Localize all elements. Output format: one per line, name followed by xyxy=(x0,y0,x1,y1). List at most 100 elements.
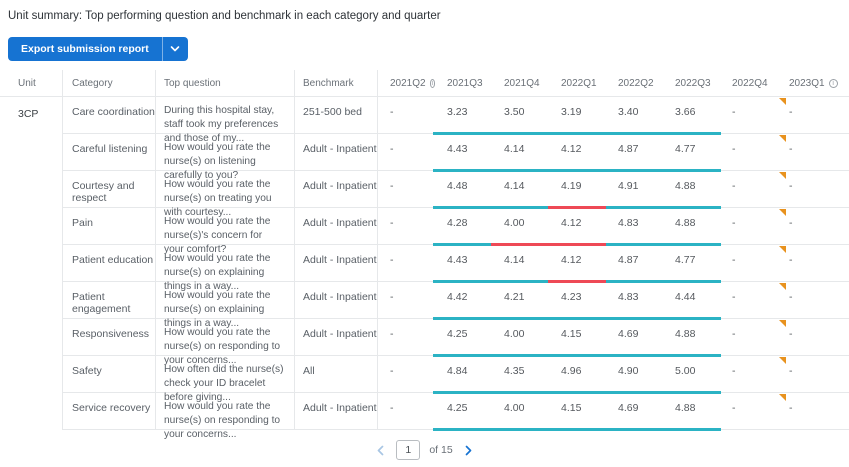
score-cell: 4.69 xyxy=(618,402,639,414)
trend-bar-segment xyxy=(433,280,491,283)
score-cell: 4.77 xyxy=(675,143,696,155)
unit-cell xyxy=(0,245,63,282)
score-cell: - xyxy=(789,143,793,155)
score-cell: - xyxy=(732,180,736,192)
trend-bar-segment xyxy=(605,206,664,209)
score-cell: - xyxy=(732,291,736,303)
trend-bar xyxy=(433,206,721,209)
change-flag-icon xyxy=(779,357,786,364)
score-cell: 3.66 xyxy=(675,106,696,118)
trend-bar-segment xyxy=(490,169,549,172)
trend-bar-segment xyxy=(605,354,664,357)
trend-bar-segment xyxy=(548,354,606,357)
page-number-input[interactable]: 1 xyxy=(396,440,421,460)
score-cell: 4.44 xyxy=(675,291,696,303)
score-cell: - xyxy=(732,217,736,229)
next-page-button[interactable] xyxy=(462,443,475,458)
top-question-cell: How would you rate the nurse(s) on respo… xyxy=(156,319,295,366)
trend-bar-segment-below xyxy=(548,243,606,246)
score-cell: - xyxy=(390,402,394,414)
category-cell: Careful listening xyxy=(63,134,156,170)
score-cell: 4.42 xyxy=(447,291,468,303)
score-cell: - xyxy=(732,328,736,340)
table-row: Responsiveness How would you rate the nur… xyxy=(0,319,849,366)
score-cell: 4.69 xyxy=(618,328,639,340)
score-cell: - xyxy=(789,328,793,340)
top-question-cell: How would you rate the nurse(s) on expla… xyxy=(156,282,295,329)
trend-bar xyxy=(433,169,721,172)
unit-summary-table: Unit Category Top question Benchmark 202… xyxy=(0,70,849,440)
score-cell: 4.88 xyxy=(675,180,696,192)
trend-bar-segment xyxy=(605,317,664,320)
score-cell: 4.00 xyxy=(504,328,525,340)
category-cell: Responsiveness xyxy=(63,319,156,355)
score-cell: - xyxy=(390,291,394,303)
score-cell: 4.14 xyxy=(504,180,525,192)
trend-bar-segment xyxy=(433,243,491,246)
table-row: Service recovery How would you rate the n… xyxy=(0,393,849,440)
export-submission-report-button[interactable]: Export submission report xyxy=(8,37,162,61)
score-cell: - xyxy=(732,402,736,414)
unit-cell xyxy=(0,208,63,245)
trend-bar-segment xyxy=(548,317,606,320)
trend-bar xyxy=(433,243,721,246)
score-cell: - xyxy=(789,291,793,303)
column-header-unit: Unit xyxy=(0,70,63,96)
score-cell: 4.88 xyxy=(675,402,696,414)
export-options-dropdown-button[interactable] xyxy=(161,37,188,61)
benchmark-cell: Adult - Inpatient xyxy=(295,282,378,318)
trend-bar-segment xyxy=(663,280,721,283)
trend-bar-segment-below xyxy=(490,243,549,246)
category-cell: Patient engagement xyxy=(63,282,156,318)
trend-bar-segment xyxy=(605,428,664,431)
score-cell: - xyxy=(390,106,394,118)
table-body: 3CP Care coordination During this hospital… xyxy=(0,97,849,440)
trend-bar-segment xyxy=(433,169,491,172)
trend-bar-segment xyxy=(548,428,606,431)
trend-bar-segment xyxy=(605,169,664,172)
score-cell: - xyxy=(732,106,736,118)
top-question-cell: During this hospital stay, staff took my… xyxy=(156,97,295,144)
unit-cell xyxy=(0,393,63,430)
trend-bar xyxy=(433,132,721,135)
benchmark-cell: Adult - Inpatient xyxy=(295,171,378,207)
trend-bar-segment xyxy=(663,428,721,431)
score-cell: - xyxy=(789,402,793,414)
trend-bar-segment xyxy=(433,317,491,320)
trend-bar-segment xyxy=(663,169,721,172)
top-question-cell: How would you rate the nurse(s)'s concer… xyxy=(156,208,295,255)
trend-bar-segment xyxy=(663,391,721,394)
page-count-label: of 15 xyxy=(429,444,453,456)
top-question-cell: How would you rate the nurse(s) on respo… xyxy=(156,393,295,440)
trend-bar-segment xyxy=(605,391,664,394)
column-header-2021q2: 2021Q2 xyxy=(378,70,435,96)
trend-bar-segment xyxy=(433,391,491,394)
info-icon[interactable] xyxy=(828,78,838,88)
info-icon[interactable] xyxy=(429,78,435,88)
column-header-2021q4: 2021Q4 xyxy=(504,77,540,89)
score-cell: - xyxy=(789,106,793,118)
trend-bar-segment xyxy=(605,243,664,246)
change-flag-icon xyxy=(779,246,786,253)
previous-page-button[interactable] xyxy=(374,443,387,458)
score-cell: - xyxy=(390,143,394,155)
score-cell: 3.23 xyxy=(447,106,468,118)
trend-bar-segment xyxy=(433,206,491,209)
score-cell: 4.00 xyxy=(504,217,525,229)
trend-bar-segment xyxy=(663,132,721,135)
export-split-button[interactable]: Export submission report xyxy=(8,37,188,61)
trend-bar xyxy=(433,280,721,283)
score-cell: - xyxy=(789,365,793,377)
score-cell: 4.25 xyxy=(447,328,468,340)
table-row: Patient engagement How would you rate the… xyxy=(0,282,849,329)
benchmark-cell: Adult - Inpatient xyxy=(295,393,378,429)
score-cell: 4.21 xyxy=(504,291,525,303)
table-row: Pain How would you rate the nurse(s)'s co… xyxy=(0,208,849,255)
column-header-benchmark: Benchmark xyxy=(295,70,378,96)
category-cell: Service recovery xyxy=(63,393,156,429)
column-header-2021q3: 2021Q3 xyxy=(447,77,483,89)
score-cell: 4.91 xyxy=(618,180,639,192)
change-flag-icon xyxy=(779,320,786,327)
score-cell: 4.12 xyxy=(561,143,582,155)
score-cell: - xyxy=(732,143,736,155)
